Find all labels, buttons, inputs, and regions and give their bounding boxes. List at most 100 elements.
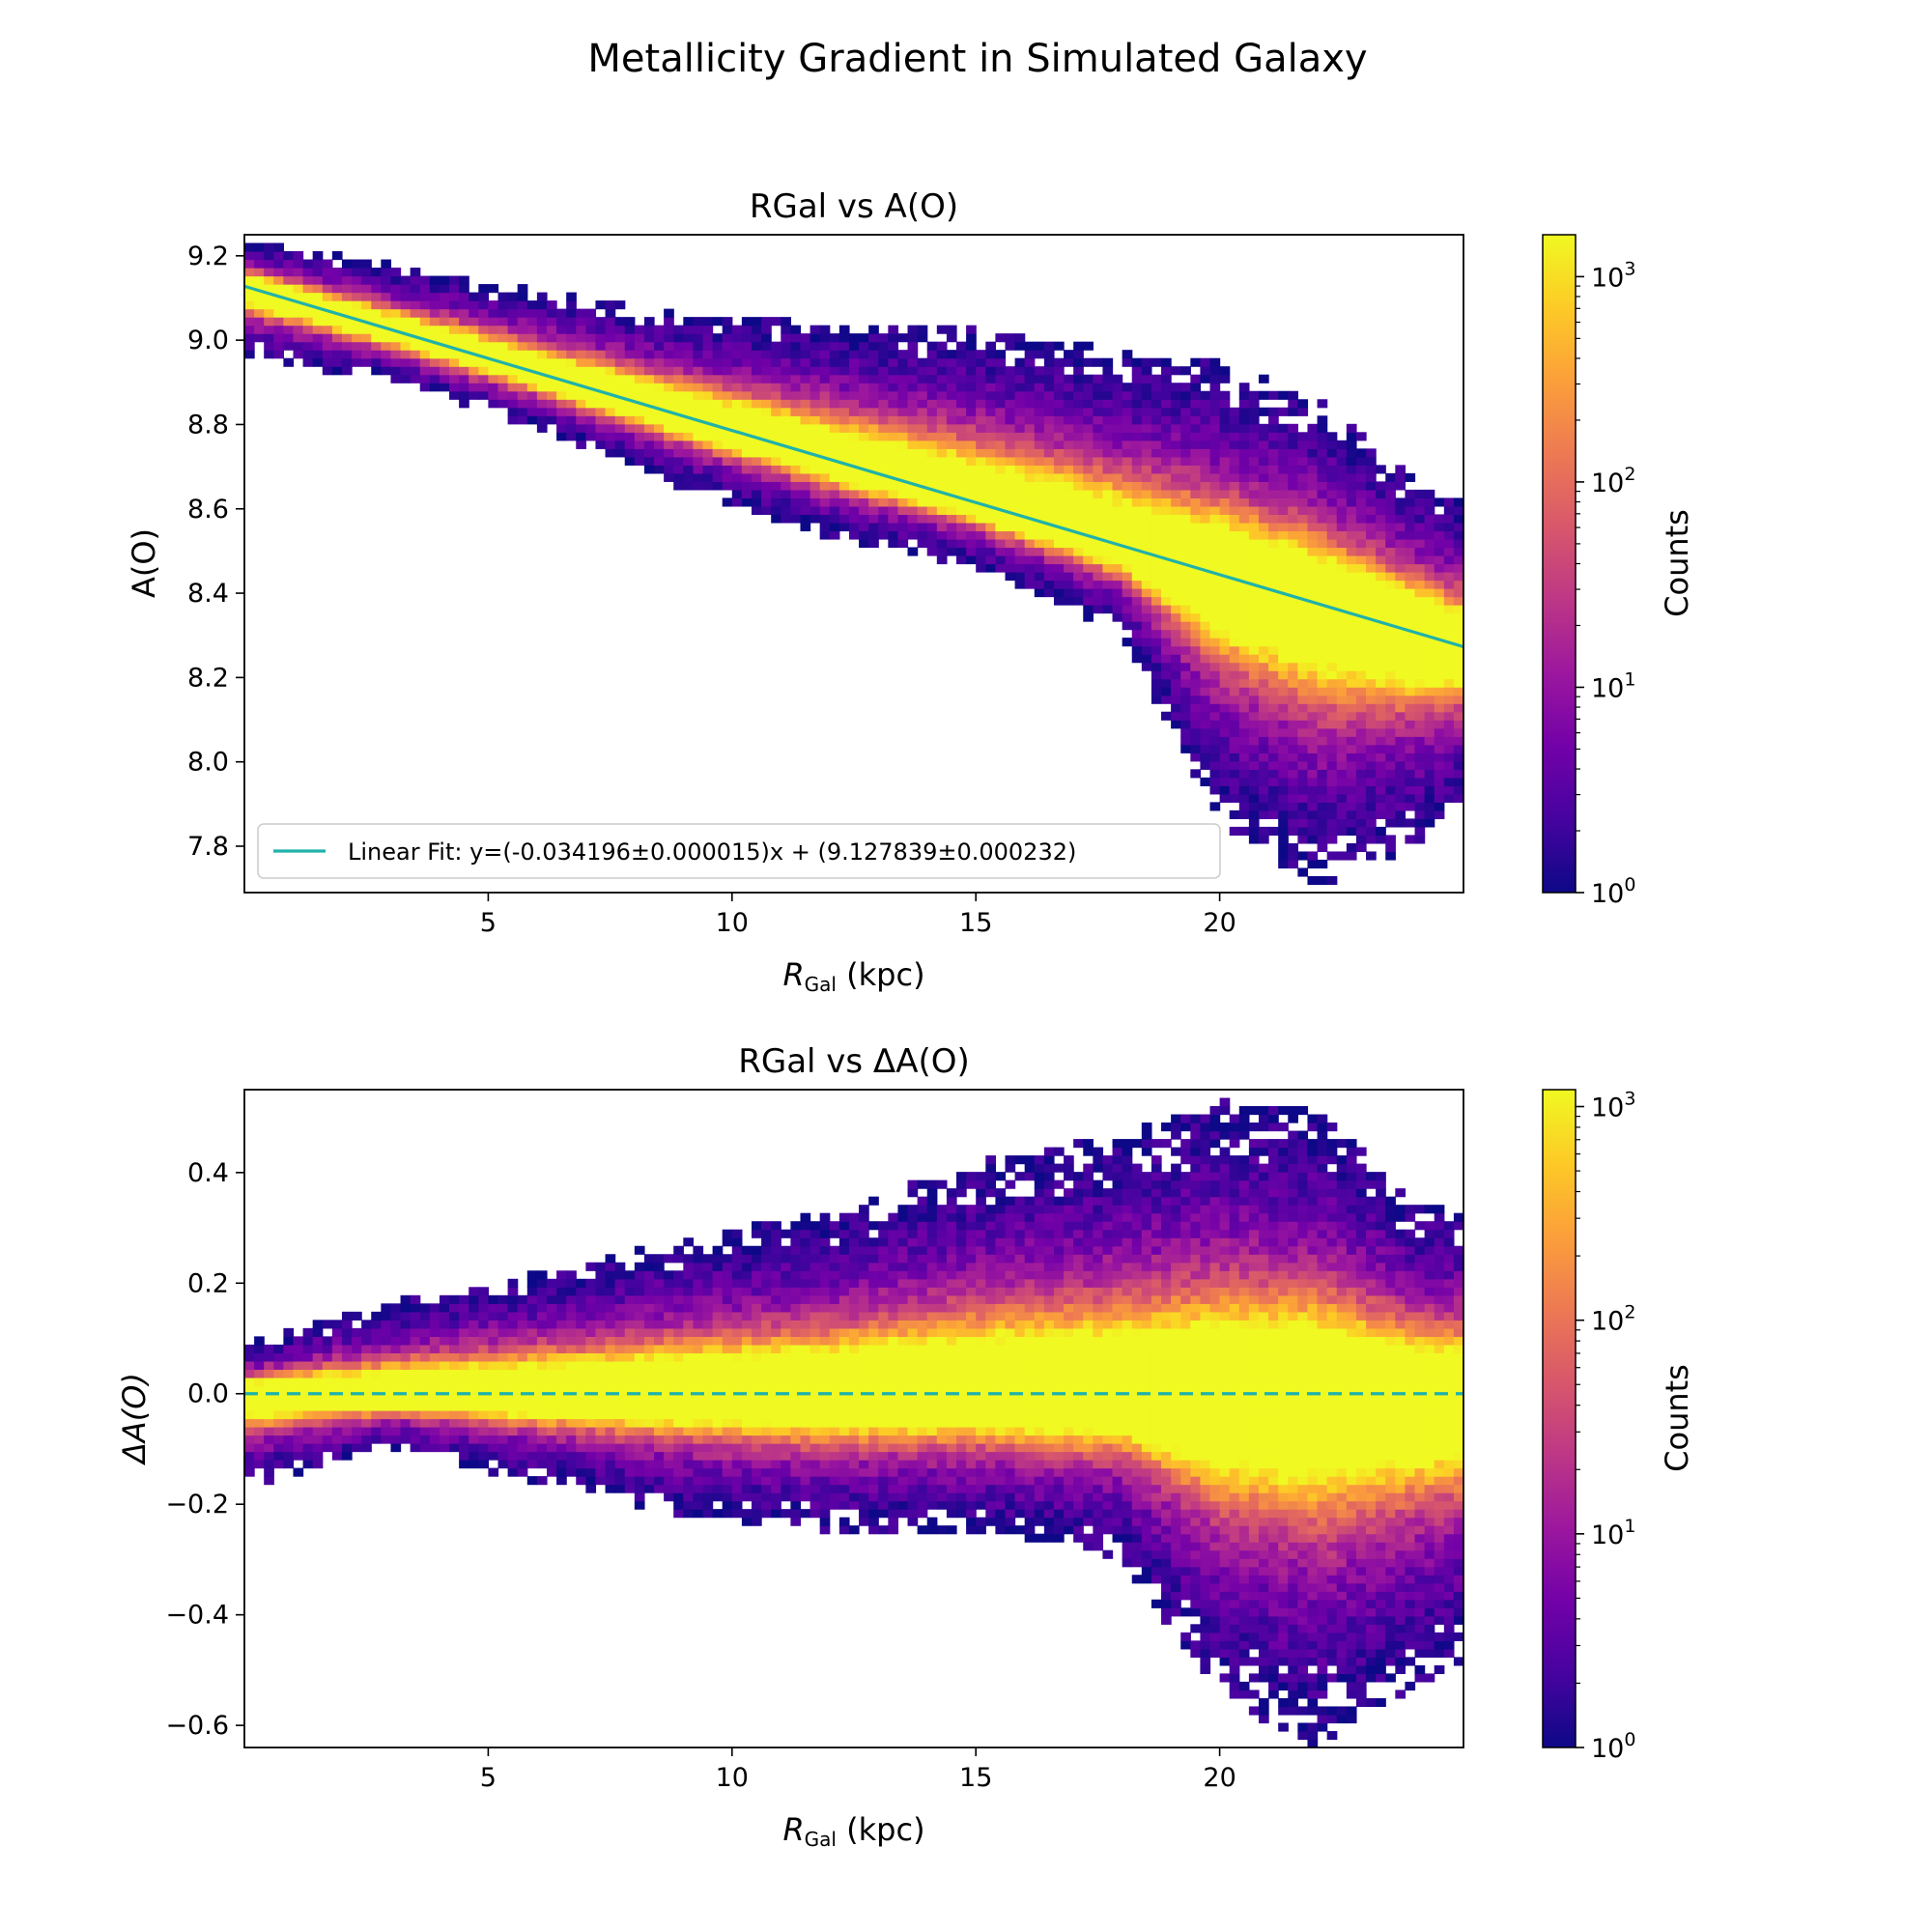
heatmap-cell xyxy=(1229,621,1240,631)
heatmap-cell xyxy=(1112,415,1123,425)
heatmap-cell xyxy=(673,1460,684,1469)
heatmap-cell xyxy=(1443,588,1455,598)
heatmap-cell xyxy=(1141,497,1152,507)
heatmap-cell xyxy=(897,399,909,409)
heatmap-cell xyxy=(722,407,733,416)
heatmap-cell xyxy=(1346,695,1357,704)
heatmap-cell xyxy=(897,530,909,540)
heatmap-cell xyxy=(605,1451,616,1461)
heatmap-cell xyxy=(1355,695,1367,704)
heatmap-cell xyxy=(526,1427,538,1436)
heatmap-cell xyxy=(302,1427,314,1436)
heatmap-cell xyxy=(848,350,860,359)
heatmap-cell xyxy=(1093,572,1104,582)
heatmap-cell xyxy=(634,1451,645,1461)
heatmap-cell xyxy=(1317,547,1328,556)
heatmap-cell xyxy=(1024,580,1036,589)
heatmap-cell xyxy=(1200,720,1211,729)
heatmap-cell xyxy=(341,317,353,327)
heatmap-cell xyxy=(1190,588,1202,598)
heatmap-cell xyxy=(1288,753,1298,762)
heatmap-cell xyxy=(722,1320,733,1329)
heatmap-cell xyxy=(868,357,879,367)
heatmap-cell xyxy=(1258,760,1269,770)
heatmap-cell xyxy=(1131,366,1143,376)
heatmap-cell xyxy=(1200,472,1211,482)
heatmap-cell xyxy=(1229,407,1240,416)
heatmap-cell xyxy=(1122,612,1133,622)
heatmap-cell xyxy=(848,497,860,507)
heatmap-cell xyxy=(995,440,1007,449)
heatmap-cell xyxy=(1102,472,1114,482)
heatmap-cell xyxy=(654,1484,665,1493)
heatmap-cell xyxy=(956,415,967,425)
heatmap-cell xyxy=(1043,554,1055,565)
heatmap-cell xyxy=(1278,580,1289,589)
heatmap-cell xyxy=(829,374,840,384)
heatmap-cell xyxy=(283,1327,295,1337)
heatmap-cell xyxy=(731,390,743,400)
heatmap-cell xyxy=(1326,497,1338,507)
heatmap-cell xyxy=(878,366,889,376)
heatmap-cell xyxy=(966,357,977,367)
heatmap-cell xyxy=(1171,505,1181,516)
heatmap-cell xyxy=(731,448,743,458)
heatmap-cell xyxy=(585,374,597,384)
heatmap-cell xyxy=(848,399,860,409)
heatmap-cell xyxy=(1093,497,1104,507)
heatmap-cell xyxy=(1219,448,1231,458)
heatmap-cell xyxy=(312,325,324,334)
heatmap-cell xyxy=(1424,793,1435,803)
heatmap-cell xyxy=(1238,497,1250,507)
heatmap-cell xyxy=(1395,785,1406,795)
heatmap-cell xyxy=(771,1320,781,1329)
heatmap-cell xyxy=(810,432,821,441)
heatmap-cell xyxy=(1005,572,1016,582)
heatmap-cell xyxy=(1122,497,1133,507)
heatmap-cell xyxy=(838,514,850,524)
heatmap-cell xyxy=(1043,350,1055,359)
heatmap-cell xyxy=(790,350,802,359)
heatmap-cell xyxy=(712,1460,724,1469)
heatmap-cell xyxy=(976,448,986,458)
heatmap-cell xyxy=(283,357,295,367)
heatmap-cell xyxy=(1238,736,1250,746)
heatmap-cell xyxy=(1395,605,1406,614)
heatmap-cell xyxy=(331,292,343,301)
heatmap-cell xyxy=(761,1369,772,1378)
heatmap-cell xyxy=(897,383,909,392)
heatmap-cell xyxy=(1024,423,1036,433)
heatmap-cell xyxy=(781,1409,791,1420)
heatmap-cell xyxy=(1307,777,1319,786)
heatmap-cell xyxy=(731,1360,743,1371)
heatmap-cell xyxy=(352,1435,362,1444)
heatmap-cell xyxy=(1093,530,1104,540)
heatmap-cell xyxy=(1336,530,1348,540)
heatmap-cell xyxy=(390,317,402,327)
heatmap-cell xyxy=(517,415,528,425)
heatmap-cell xyxy=(1366,645,1377,655)
heatmap-cell xyxy=(1395,596,1406,606)
heatmap-cell xyxy=(1268,703,1279,713)
heatmap-cell xyxy=(781,1270,791,1280)
heatmap-cell xyxy=(888,456,899,466)
heatmap-cell xyxy=(302,259,314,269)
heatmap-cell xyxy=(614,440,626,449)
heatmap-cell xyxy=(673,1360,684,1371)
heatmap-cell xyxy=(410,357,421,367)
heatmap-cell xyxy=(907,423,919,433)
heatmap-cell xyxy=(731,415,743,425)
heatmap-cell xyxy=(624,1303,636,1313)
heatmap-cell xyxy=(478,350,489,359)
heatmap-cell xyxy=(526,1360,538,1371)
heatmap-cell xyxy=(1443,538,1455,549)
heatmap-cell xyxy=(595,1278,607,1288)
heatmap-cell xyxy=(410,268,421,277)
heatmap-cell xyxy=(819,383,831,392)
heatmap-cell xyxy=(731,1418,743,1428)
heatmap-cell xyxy=(614,1402,626,1411)
heatmap-cell xyxy=(741,325,753,334)
heatmap-cell xyxy=(741,1409,753,1420)
heatmap-cell xyxy=(605,1467,616,1477)
heatmap-cell xyxy=(731,1385,743,1395)
